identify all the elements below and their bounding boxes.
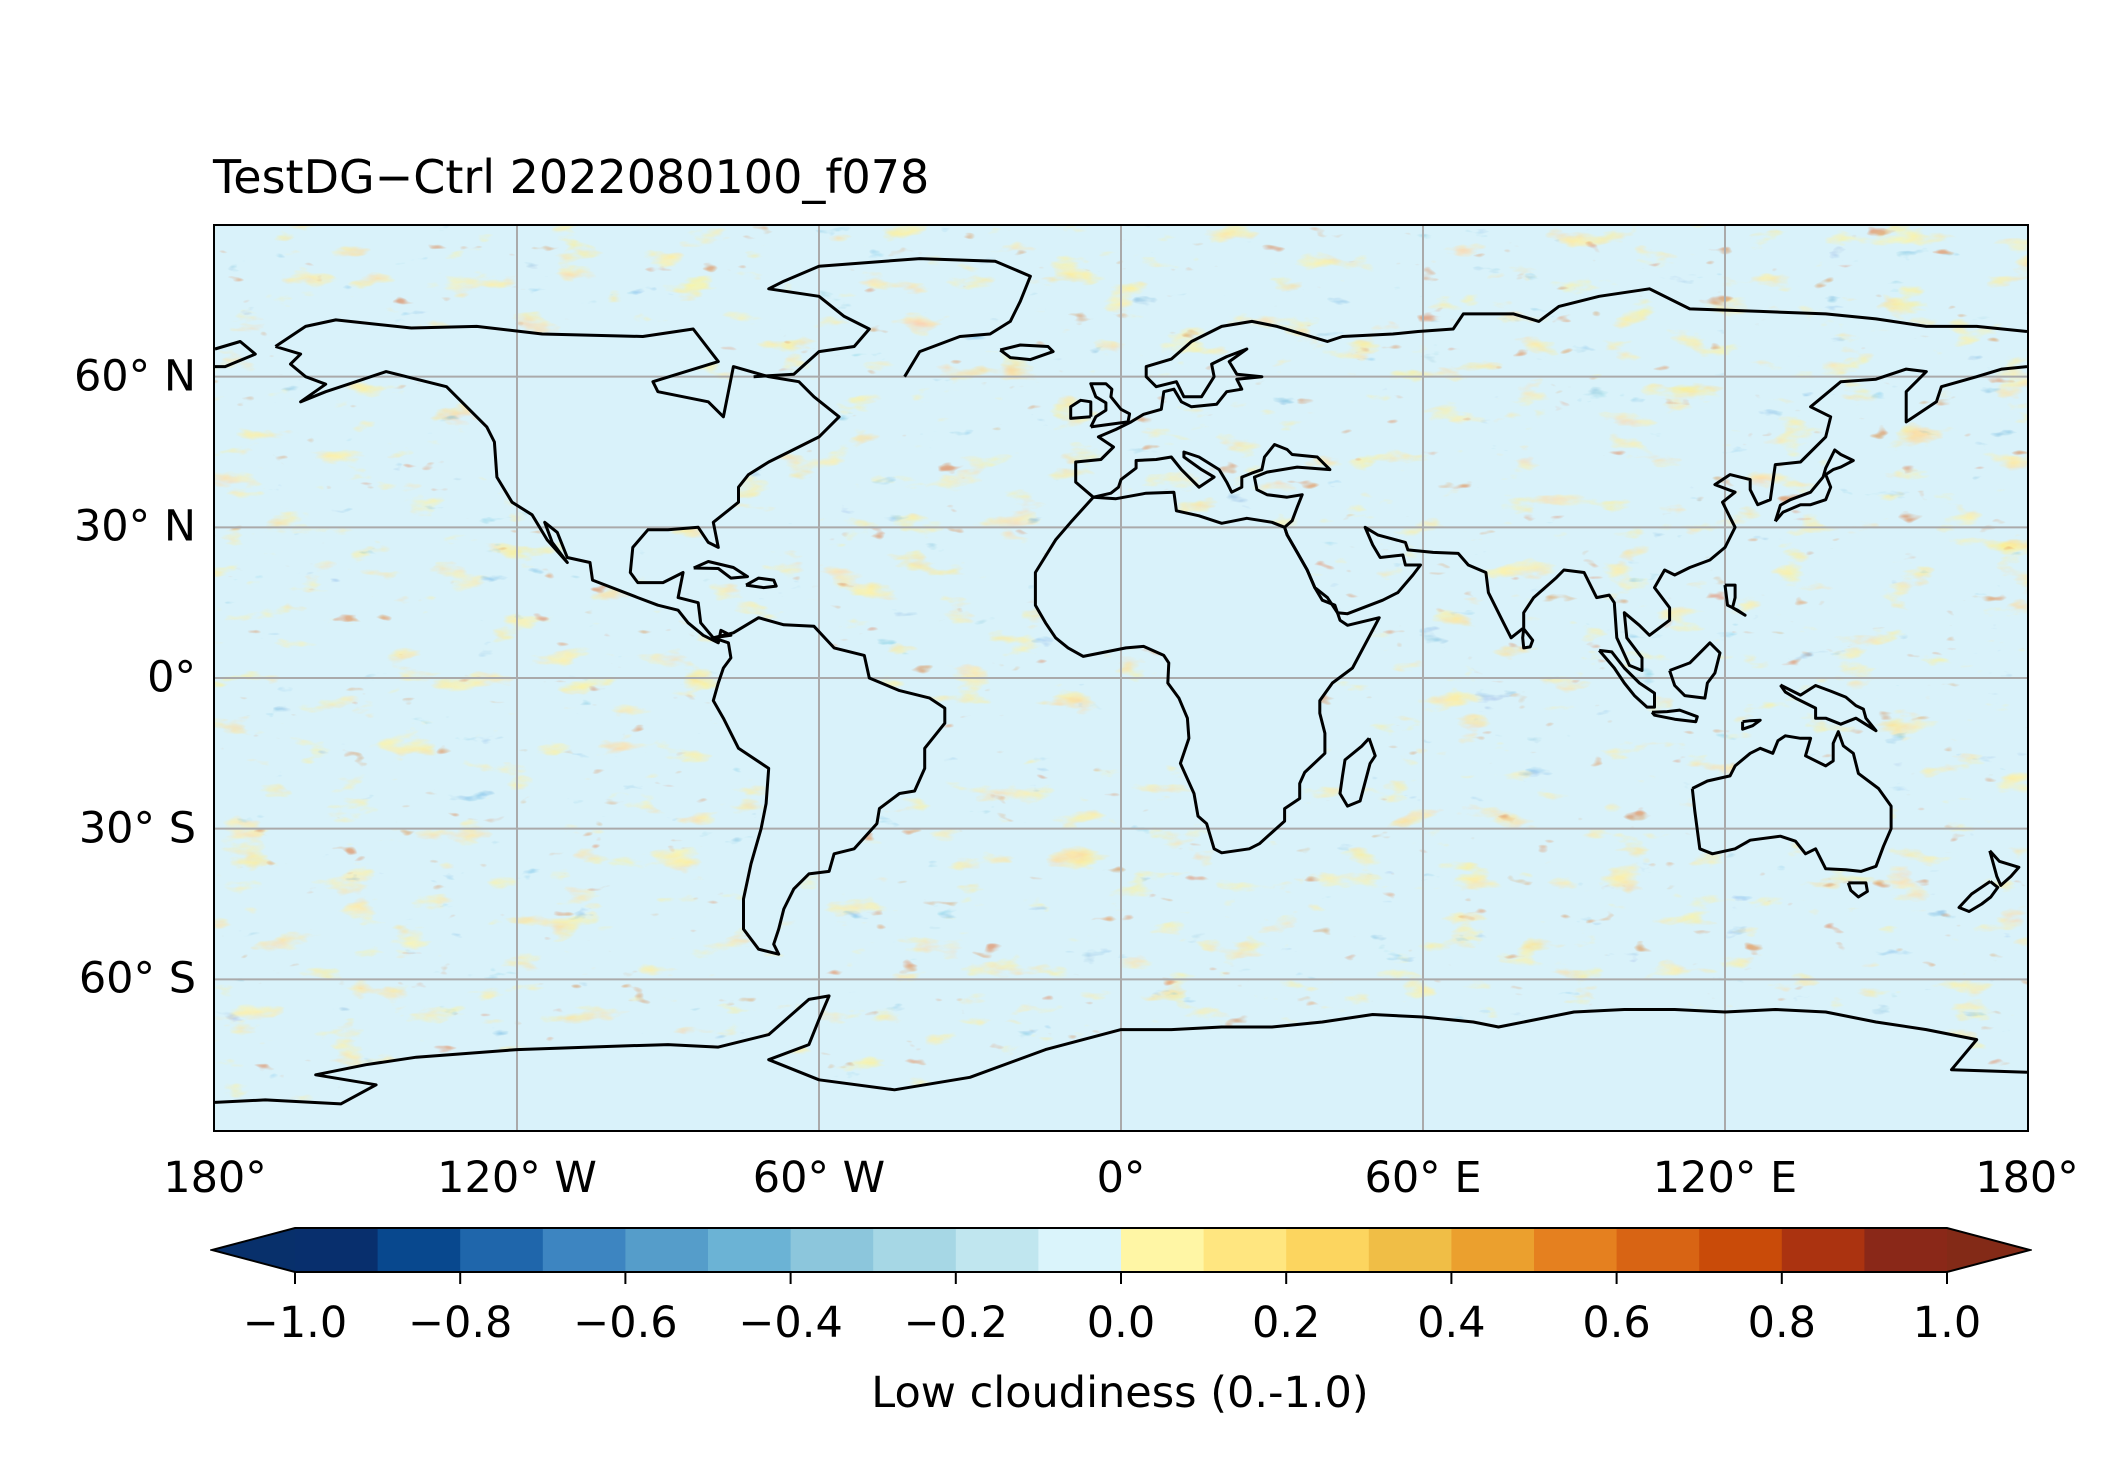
- colorbar-tick-label: 0.8: [1747, 1298, 1816, 1348]
- colorbar-extend-over: [1947, 1228, 2030, 1272]
- colorbar-swatch: [1121, 1228, 1205, 1272]
- coastline: [1773, 448, 1855, 523]
- land-region: [1725, 585, 1746, 616]
- coastline: [1338, 737, 1377, 808]
- land-region: [713, 617, 945, 955]
- longitude-label: 60° E: [1364, 1153, 1482, 1203]
- colorbar-swatch: [295, 1228, 379, 1272]
- latitude-label: 60° N: [73, 351, 196, 402]
- land-region: [1090, 383, 1130, 427]
- colorbar-tick-label: 0.6: [1582, 1298, 1651, 1348]
- land-region: [1669, 642, 1720, 699]
- coastline: [711, 616, 947, 956]
- latitude-label: 30° S: [78, 803, 196, 854]
- colorbar-tick-label: 1.0: [1912, 1298, 1982, 1348]
- land-region: [1959, 881, 1998, 912]
- land-region: [1340, 738, 1376, 807]
- longitude-label: 180°: [1975, 1153, 2079, 1203]
- colorbar-tick-label: −1.0: [242, 1298, 348, 1348]
- colorbar-swatch: [1368, 1228, 1452, 1272]
- coastline: [1846, 881, 1869, 899]
- coastlines: [215, 257, 2027, 1106]
- colorbar-swatch: [873, 1228, 957, 1272]
- coastline: [1668, 641, 1722, 700]
- colorbar-swatch: [542, 1228, 626, 1272]
- colorbar-tick-label: −0.4: [738, 1298, 843, 1348]
- coastline: [1033, 490, 1381, 855]
- colorbar-swatch: [708, 1228, 792, 1272]
- longitude-label: 120° W: [437, 1153, 597, 1203]
- longitude-label: 180°: [163, 1153, 267, 1203]
- colorbar-swatch: [625, 1228, 709, 1272]
- coastline: [1521, 627, 1535, 650]
- colorbar-swatch: [377, 1228, 461, 1272]
- colorbar-tick-label: −0.6: [573, 1298, 678, 1348]
- latitude-label: 30° N: [73, 501, 196, 552]
- coastline: [1092, 365, 2027, 672]
- colorbar-tick-label: −0.8: [407, 1298, 513, 1348]
- longitude-label: 0°: [1096, 1153, 1146, 1203]
- colorbar-swatch: [1203, 1228, 1287, 1272]
- colorbar-swatch: [1534, 1228, 1618, 1272]
- coastline: [745, 576, 778, 590]
- coastline: [215, 340, 257, 369]
- coastline: [1650, 708, 1699, 724]
- colorbar-swatch: [1699, 1228, 1783, 1272]
- colorbar-swatch: [955, 1228, 1039, 1272]
- colorbar-tick-label: 0.4: [1417, 1298, 1486, 1348]
- colorbar: [210, 1227, 2032, 1284]
- coastline: [1089, 382, 1132, 429]
- colorbar-swatch: [1616, 1228, 1700, 1272]
- land-region: [1692, 731, 1892, 872]
- coastline: [753, 257, 1032, 379]
- coastline: [1723, 583, 1747, 617]
- latitude-label: 60° S: [78, 953, 196, 1004]
- colorbar-swatch: [1451, 1228, 1535, 1272]
- coastline: [693, 560, 749, 580]
- coastline: [1741, 718, 1762, 731]
- coastline: [1598, 648, 1656, 709]
- longitude-label: 120° E: [1652, 1153, 1798, 1203]
- coastline: [1074, 287, 2027, 499]
- coastline: [1988, 849, 2021, 887]
- colorbar-tick-label: 0.0: [1086, 1298, 1156, 1348]
- map-title: TestDG−Ctrl 2022080100_f078: [213, 150, 930, 204]
- coastline: [215, 994, 2027, 1106]
- colorbar-swatch: [1038, 1228, 1122, 1272]
- colorbar-tick-label: −0.2: [903, 1298, 1009, 1348]
- coastline: [1069, 398, 1093, 420]
- colorbar-swatch: [1864, 1228, 1948, 1272]
- colorbar-extend-under: [212, 1228, 295, 1272]
- colorbar-label: Low cloudiness (0.-1.0): [871, 1368, 1369, 1418]
- map-panel: [213, 224, 2029, 1132]
- coastline: [999, 343, 1055, 362]
- colorbar-swatch: [460, 1228, 544, 1272]
- gridlines: [215, 226, 2027, 1130]
- map-canvas: [215, 226, 2027, 1130]
- coastline: [1690, 730, 1893, 873]
- colorbar-swatch: [790, 1228, 874, 1272]
- colorbar-swatch: [1781, 1228, 1865, 1272]
- colorbar-tick-label: 0.2: [1251, 1298, 1321, 1348]
- latitude-label: 0°: [147, 652, 196, 703]
- longitude-label: 60° W: [752, 1153, 886, 1203]
- coastline: [274, 318, 841, 645]
- coastline: [1957, 880, 2000, 913]
- colorbar-swatch: [1286, 1228, 1370, 1272]
- coastline: [1779, 683, 1878, 733]
